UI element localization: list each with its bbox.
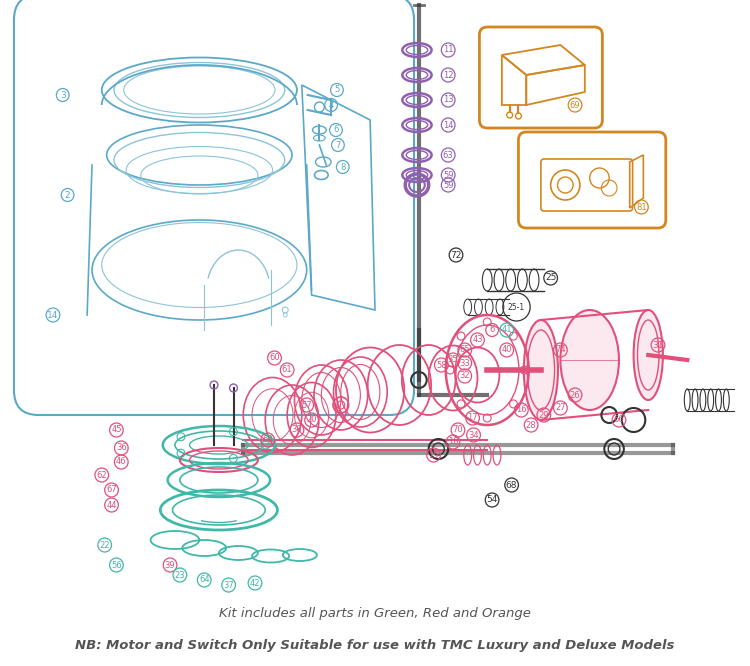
Text: 22: 22 [100,541,110,549]
Text: 14: 14 [443,121,454,129]
Text: 66: 66 [614,416,624,424]
Text: 62: 62 [97,470,107,480]
Text: 19: 19 [428,450,439,460]
Ellipse shape [524,320,558,420]
Text: 2: 2 [64,190,70,200]
Text: 45: 45 [111,426,122,434]
Text: 63: 63 [442,151,454,159]
Text: 46: 46 [116,458,127,466]
Text: 4: 4 [328,101,334,109]
Ellipse shape [634,310,663,400]
Text: 34: 34 [468,430,478,440]
Text: 25: 25 [545,274,556,282]
Text: 11: 11 [443,45,454,55]
Text: 38: 38 [292,426,302,434]
Text: 20: 20 [306,416,316,424]
Text: 65: 65 [460,346,470,354]
Text: 39: 39 [165,561,176,569]
Text: 28: 28 [526,420,536,430]
Text: 6: 6 [333,125,339,135]
Text: NB: Motor and Switch Only Suitable for use with TMC Luxury and Deluxe Models: NB: Motor and Switch Only Suitable for u… [75,639,675,651]
Text: 64: 64 [199,575,209,585]
Text: 72: 72 [450,250,462,260]
Text: 41: 41 [502,326,512,334]
Text: 3: 3 [60,91,65,99]
Text: 60: 60 [262,436,273,444]
Text: 42: 42 [250,579,260,587]
Text: 44: 44 [106,501,117,509]
Text: 12: 12 [443,71,454,79]
Text: 74: 74 [555,346,566,354]
Text: 59: 59 [443,180,454,190]
Text: 5: 5 [334,85,340,95]
Text: 17: 17 [467,414,478,422]
Text: 37: 37 [224,581,234,589]
Text: 6: 6 [490,326,495,334]
Text: 56: 56 [111,561,122,569]
Text: 16: 16 [516,406,526,414]
Text: 67: 67 [106,486,117,494]
Text: 32: 32 [460,372,470,380]
Ellipse shape [560,310,619,410]
Text: 25-1: 25-1 [508,302,525,312]
Text: 18: 18 [448,438,458,446]
Text: 36: 36 [116,444,127,452]
Text: 57: 57 [302,400,312,410]
Text: 54: 54 [487,496,498,505]
Text: 26: 26 [570,390,580,400]
Text: 40: 40 [502,346,512,354]
Text: 31: 31 [652,340,664,350]
Text: 60: 60 [269,354,280,362]
Text: 35: 35 [448,356,458,364]
Text: 23: 23 [175,571,185,579]
Text: 81: 81 [636,202,646,212]
Text: 8: 8 [340,163,346,172]
Text: 27: 27 [555,404,566,412]
Text: 59: 59 [443,170,454,180]
Text: 33: 33 [460,358,470,368]
Text: 13: 13 [442,95,454,105]
Text: 43: 43 [472,336,483,344]
Text: 58: 58 [436,360,447,370]
Text: 29: 29 [538,410,549,420]
Text: 61: 61 [282,366,292,374]
Text: 7: 7 [335,141,340,149]
Text: 70: 70 [453,426,464,434]
Text: 68: 68 [506,480,518,490]
Text: 14: 14 [47,310,58,320]
Text: Kit includes all parts in Green, Red and Orange: Kit includes all parts in Green, Red and… [219,607,531,619]
Text: 69: 69 [570,101,580,109]
